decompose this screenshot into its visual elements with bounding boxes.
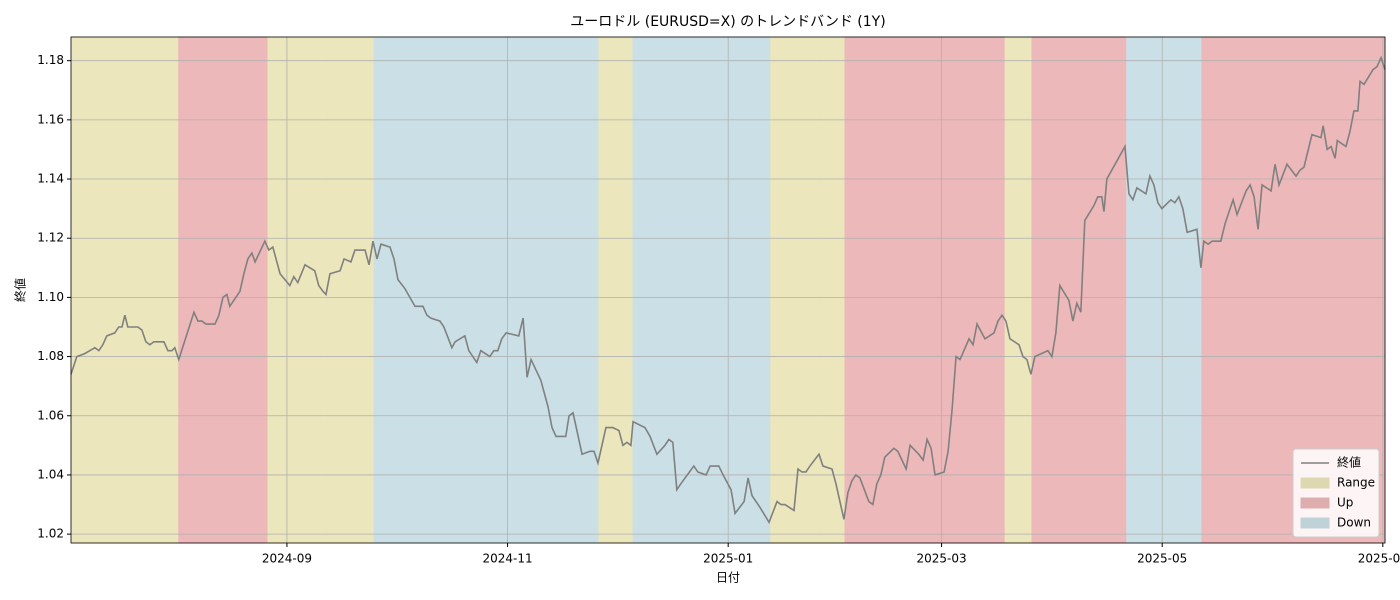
- trend-band: [844, 36, 1005, 544]
- trend-band: [819, 36, 846, 544]
- y-tick-label: 1.06: [37, 408, 64, 422]
- legend-label: Down: [1337, 516, 1371, 530]
- trend-band: [326, 36, 375, 544]
- x-tick-label: 2024-11: [482, 552, 532, 566]
- x-tick-label: 2025-03: [917, 552, 967, 566]
- trend-band: [1126, 36, 1202, 544]
- legend-patch: [1300, 477, 1330, 489]
- legend-label: Up: [1337, 496, 1353, 510]
- trend-band: [1031, 36, 1128, 544]
- legend-label: Range: [1337, 476, 1375, 490]
- trend-band: [1200, 36, 1253, 544]
- legend-patch: [1300, 497, 1330, 509]
- trend-band: [1003, 36, 1033, 544]
- y-tick-label: 1.18: [37, 53, 64, 67]
- legend-patch: [1300, 517, 1330, 529]
- trend-band: [124, 36, 180, 544]
- y-tick-label: 1.10: [37, 290, 64, 304]
- chart-title: ユーロドル (EURUSD=X) のトレンドバンド (1Y): [570, 14, 885, 30]
- x-tick-label: 2025-05: [1137, 552, 1187, 566]
- x-tick-label: 2025-07: [1358, 552, 1400, 566]
- x-tick-label: 2025-01: [703, 552, 753, 566]
- legend-label: 終値: [1337, 455, 1361, 470]
- y-tick-label: 1.16: [37, 112, 64, 126]
- trend-band: [266, 36, 328, 544]
- trend-band: [70, 36, 126, 544]
- trend-band: [597, 36, 634, 544]
- x-tick-label: 2024-09: [262, 552, 312, 566]
- x-axis-label: 日付: [716, 571, 740, 585]
- legend-box: [1292, 448, 1380, 538]
- trend-band: [632, 36, 771, 544]
- plot-frame: [70, 36, 1386, 544]
- price-line: [70, 55, 1386, 525]
- legend: 終値 Range Up Down: [1292, 448, 1380, 538]
- y-tick-label: 1.12: [37, 231, 64, 245]
- y-tick-label: 1.08: [37, 349, 64, 363]
- trend-band: [769, 36, 821, 544]
- y-tick-label: 1.04: [37, 467, 64, 481]
- y-axis-label: 終値: [13, 278, 28, 302]
- trend-band: [373, 36, 599, 544]
- trend-band: [178, 36, 268, 544]
- y-tick-label: 1.02: [37, 527, 64, 541]
- y-tick-label: 1.14: [37, 172, 64, 186]
